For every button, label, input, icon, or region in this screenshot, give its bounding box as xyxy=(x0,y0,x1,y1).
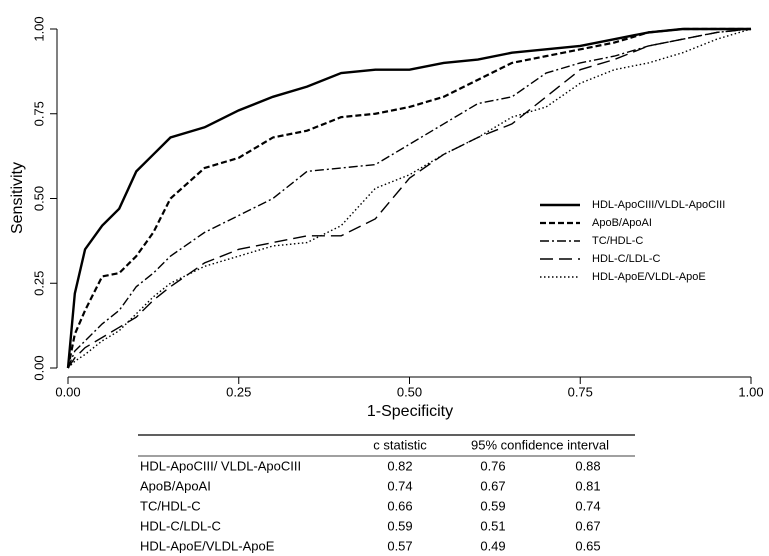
y-tick-label: 0.50 xyxy=(31,186,46,211)
ci-upper: 0.74 xyxy=(575,498,600,513)
y-tick-label: 0.00 xyxy=(31,355,46,380)
legend-label: HDL-ApoCIII/VLDL-ApoCIII xyxy=(592,199,725,211)
y-tick-label: 0.25 xyxy=(31,271,46,296)
row-label: ApoB/ApoAI xyxy=(140,478,211,493)
legend-label: ApoB/ApoAI xyxy=(592,217,652,229)
ci-upper: 0.65 xyxy=(575,538,600,553)
x-tick-label: 1.00 xyxy=(738,384,763,399)
row-label: HDL-ApoCIII/ VLDL-ApoCIII xyxy=(140,458,301,473)
x-tick-label: 0.50 xyxy=(397,384,422,399)
ci-lower: 0.51 xyxy=(480,518,505,533)
ci-upper: 0.88 xyxy=(575,458,600,473)
ci-lower: 0.49 xyxy=(480,538,505,553)
c-statistic: 0.74 xyxy=(387,478,412,493)
row-label: HDL-ApoE/VLDL-ApoE xyxy=(140,538,275,553)
roc-curve xyxy=(67,28,752,369)
roc-curve xyxy=(66,27,751,369)
x-tick-label: 0.75 xyxy=(568,384,593,399)
c-statistic: 0.57 xyxy=(387,538,412,553)
table-header: 95% confidence interval xyxy=(471,437,609,452)
legend-label: HDL-C/LDL-C xyxy=(592,253,661,265)
ci-lower: 0.67 xyxy=(480,478,505,493)
c-statistic: 0.66 xyxy=(387,498,412,513)
y-tick-label: 1.00 xyxy=(31,16,46,41)
x-tick-label: 0.25 xyxy=(226,384,251,399)
y-tick-label: 0.75 xyxy=(31,101,46,126)
c-statistic: 0.82 xyxy=(387,458,412,473)
y-axis-label: Sensitivity xyxy=(9,162,26,234)
ci-lower: 0.59 xyxy=(480,498,505,513)
c-statistic: 0.59 xyxy=(387,518,412,533)
roc-curve xyxy=(66,27,751,369)
legend-label: HDL-ApoE/VLDL-ApoE xyxy=(592,271,706,283)
x-axis-label: 1-Specificity xyxy=(367,403,453,420)
ci-upper: 0.67 xyxy=(575,518,600,533)
legend-label: TC/HDL-C xyxy=(592,235,643,247)
roc-curve xyxy=(67,28,752,369)
x-tick-label: 0.00 xyxy=(55,384,80,399)
ci-lower: 0.76 xyxy=(480,458,505,473)
row-label: HDL-C/LDL-C xyxy=(140,518,221,533)
ci-upper: 0.81 xyxy=(575,478,600,493)
row-label: TC/HDL-C xyxy=(140,498,201,513)
table-header: c statistic xyxy=(373,437,427,452)
